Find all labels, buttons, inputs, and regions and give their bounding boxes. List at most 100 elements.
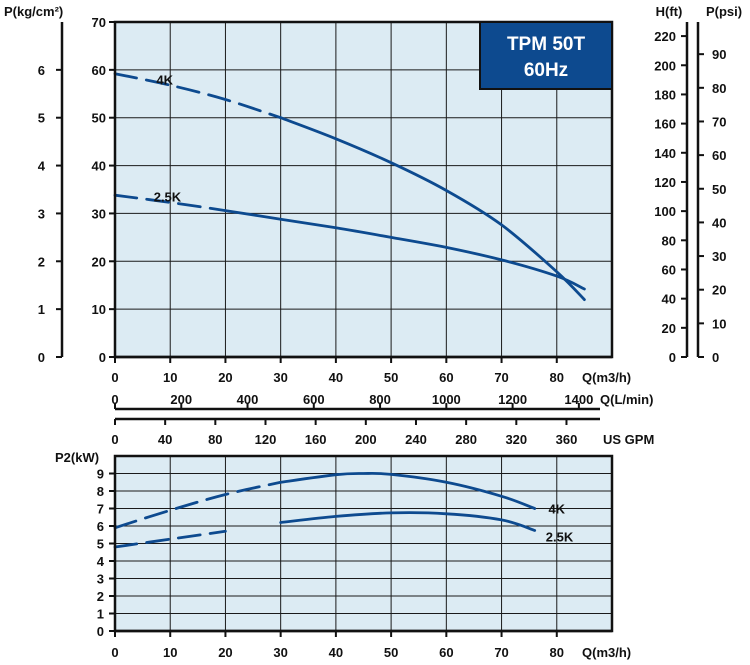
pressure-kg-tick-label: 3: [38, 206, 45, 221]
power-curve-25k-dashed: [113, 529, 227, 549]
flow-gpm-tick-label: 80: [208, 432, 222, 447]
head-m-tick-label: 70: [92, 15, 106, 30]
head-ft-tick-label: 60: [662, 262, 676, 277]
power-flow-tick-label: 50: [384, 645, 398, 660]
power-flow-tick-label: 20: [218, 645, 232, 660]
flow-m3h-tick-label: 50: [384, 370, 398, 385]
power-tick-label: 5: [97, 537, 104, 552]
flow-m3h-tick-label: 0: [111, 370, 118, 385]
head-curve-25k: [224, 209, 586, 291]
flow-lmin-tick-label: 200: [170, 392, 192, 407]
head-ft-axis-title: H(ft): [656, 4, 683, 19]
flow-gpm-tick-label: 40: [158, 432, 172, 447]
pressure-kg-tick-label: 5: [38, 111, 45, 126]
head-ft-tick-label: 0: [669, 350, 676, 365]
power-curve-25k: [279, 511, 537, 532]
flow-m3h-tick-label: 40: [329, 370, 343, 385]
head-curve-label-25k: 2.5K: [154, 190, 182, 205]
power-tick-label: 4: [97, 554, 105, 569]
flow-m3h-tick-label: 10: [163, 370, 177, 385]
head-ft-tick-label: 120: [654, 175, 676, 190]
flow-lmin-axis-title: Q(L/min): [600, 392, 653, 407]
head-ft-tick-label: 160: [654, 117, 676, 132]
flow-gpm-axis-title: US GPM: [603, 432, 654, 447]
power-tick-label: 8: [97, 484, 104, 499]
power-axis-title: P2(kW): [55, 450, 99, 465]
flow-gpm-tick-label: 320: [505, 432, 527, 447]
flow-gpm-tick-label: 360: [556, 432, 578, 447]
head-curve-4k: [279, 116, 586, 301]
pressure-psi-tick-label: 30: [712, 249, 726, 264]
pressure-kg-axis-title: P(kg/cm²): [4, 4, 63, 19]
pressure-kg-tick-label: 2: [38, 254, 45, 269]
head-curve-4k-dashed: [113, 72, 283, 120]
head-curve-label-4k: 4K: [156, 72, 173, 87]
power-flow-axis-title: Q(m3/h): [582, 645, 631, 660]
power-flow-tick-label: 70: [494, 645, 508, 660]
power-flow-tick-label: 60: [439, 645, 453, 660]
head-m-tick-label: 40: [92, 159, 106, 174]
power-curve-label-25k: 2.5K: [546, 530, 574, 545]
pressure-kg-tick-label: 4: [38, 159, 46, 174]
pressure-psi-tick-label: 40: [712, 215, 726, 230]
flow-m3h-axis-title: Q(m3/h): [582, 370, 631, 385]
head-m-tick-label: 0: [99, 350, 106, 365]
flow-lmin-tick-label: 1000: [432, 392, 461, 407]
flow-m3h-tick-label: 70: [494, 370, 508, 385]
head-ft-tick-label: 220: [654, 29, 676, 44]
pressure-psi-tick-label: 20: [712, 283, 726, 298]
badge-model: TPM 50T: [507, 34, 586, 55]
flow-m3h-tick-label: 30: [273, 370, 287, 385]
pressure-psi-tick-label: 60: [712, 148, 726, 163]
pressure-psi-axis-title: P(psi): [706, 4, 742, 19]
badge-frequency: 60Hz: [524, 60, 568, 81]
head-ft-tick-label: 20: [662, 321, 676, 336]
flow-lmin-tick-label: 0: [111, 392, 118, 407]
flow-gpm-tick-label: 160: [305, 432, 327, 447]
flow-gpm-tick-label: 280: [455, 432, 477, 447]
head-ft-tick-label: 80: [662, 233, 676, 248]
head-m-tick-label: 10: [92, 302, 106, 317]
power-tick-label: 0: [97, 624, 104, 639]
flow-gpm-tick-label: 0: [111, 432, 118, 447]
pressure-psi-tick-label: 90: [712, 47, 726, 62]
pressure-psi-tick-label: 50: [712, 182, 726, 197]
flow-gpm-tick-label: 240: [405, 432, 427, 447]
power-tick-label: 1: [97, 607, 104, 622]
power-flow-tick-label: 80: [550, 645, 564, 660]
power-flow-tick-label: 30: [273, 645, 287, 660]
head-ft-tick-label: 100: [654, 204, 676, 219]
power-curve-label-4k: 4K: [548, 502, 565, 517]
power-curve-4k: [279, 471, 537, 510]
pressure-psi-tick-label: 70: [712, 114, 726, 129]
power-flow-tick-label: 0: [111, 645, 118, 660]
pressure-psi-tick-label: 10: [712, 316, 726, 331]
flow-lmin-tick-label: 800: [369, 392, 391, 407]
flow-gpm-tick-label: 120: [255, 432, 277, 447]
pressure-kg-tick-label: 0: [38, 350, 45, 365]
pressure-psi-tick-label: 80: [712, 81, 726, 96]
flow-lmin-tick-label: 400: [237, 392, 259, 407]
power-tick-label: 7: [97, 502, 104, 517]
flow-m3h-tick-label: 20: [218, 370, 232, 385]
head-m-tick-label: 50: [92, 111, 106, 126]
power-tick-label: 6: [97, 519, 104, 534]
head-m-tick-label: 60: [92, 63, 106, 78]
pressure-psi-tick-label: 0: [712, 350, 719, 365]
pressure-kg-tick-label: 6: [38, 63, 45, 78]
head-ft-tick-label: 140: [654, 146, 676, 161]
pressure-kg-tick-label: 1: [38, 302, 45, 317]
power-tick-label: 3: [97, 572, 104, 587]
head-curve-25k-dashed: [113, 193, 227, 212]
power-flow-tick-label: 40: [329, 645, 343, 660]
flow-lmin-tick-label: 600: [303, 392, 325, 407]
head-ft-tick-label: 40: [662, 292, 676, 307]
head-m-tick-label: 30: [92, 206, 106, 221]
power-curve-4k-dashed: [113, 480, 283, 530]
head-m-tick-label: 20: [92, 254, 106, 269]
flow-lmin-tick-label: 1400: [564, 392, 593, 407]
flow-m3h-tick-label: 80: [550, 370, 564, 385]
head-ft-tick-label: 180: [654, 87, 676, 102]
power-tick-label: 9: [97, 467, 104, 482]
